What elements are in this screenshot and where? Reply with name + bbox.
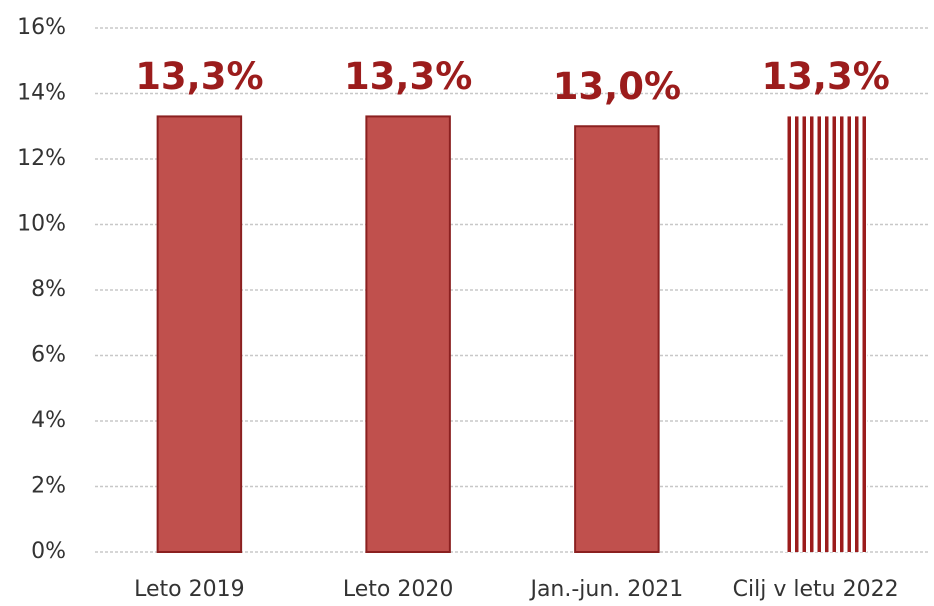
y-tick-label: 6% [31,343,66,368]
value-label: 13,3% [135,55,263,98]
y-tick-label: 10% [17,212,66,237]
y-tick-label: 8% [31,277,66,302]
value-label: 13,0% [553,65,681,108]
bar [574,125,660,553]
value-label: 13,3% [761,55,889,98]
y-tick-label: 4% [31,408,66,433]
value-label: 13,3% [344,55,472,98]
bar [365,115,451,554]
bar [156,115,243,554]
x-tick-label: Jan.-jun. 2021 [528,577,683,602]
y-tick-label: 16% [17,15,66,40]
y-tick-label: 14% [17,81,66,106]
bar [783,116,868,553]
y-tick-label: 2% [31,474,66,499]
x-tick-label: Cilj v letu 2022 [733,577,899,602]
x-tick-label: Leto 2019 [134,577,244,602]
y-tick-label: 0% [31,539,66,564]
x-tick-label: Leto 2020 [343,577,453,602]
y-tick-label: 12% [17,146,66,171]
